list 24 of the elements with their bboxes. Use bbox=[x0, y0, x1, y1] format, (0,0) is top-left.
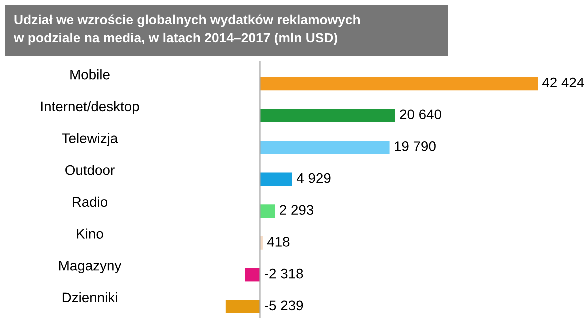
y-tick-label: Telewizja bbox=[62, 133, 118, 146]
bar bbox=[260, 140, 390, 154]
chart-title: Udział we wzroście globalnych wydatków reklamowych w podziale na media, w latach 2014–2017 (mln USD) bbox=[14, 14, 360, 46]
bar bbox=[260, 204, 276, 218]
bar bbox=[260, 109, 396, 122]
y-tick-label: Dzienniki bbox=[62, 292, 118, 303]
data-label: -5 239 bbox=[265, 300, 304, 311]
y-tick-label: Magazyny bbox=[59, 261, 122, 274]
data-label: 2 293 bbox=[280, 205, 314, 216]
data-label: -2 318 bbox=[265, 268, 304, 279]
data-label: 42 424 bbox=[542, 78, 584, 88]
y-tick-label: Outdoor bbox=[66, 165, 115, 176]
y-tick-label: Kino bbox=[77, 228, 104, 239]
bar bbox=[245, 268, 260, 282]
bar bbox=[260, 172, 292, 186]
data-label: 4 929 bbox=[296, 173, 331, 184]
data-label: 418 bbox=[267, 237, 290, 247]
data-label: 19 790 bbox=[395, 142, 436, 152]
y-tick-label: Mobile bbox=[70, 70, 110, 80]
y-tick-label: Internet/desktop bbox=[41, 101, 140, 114]
bar bbox=[260, 77, 538, 91]
data-label: 20 640 bbox=[400, 110, 442, 120]
y-tick-label: Radio bbox=[72, 196, 108, 208]
bar bbox=[226, 300, 260, 314]
